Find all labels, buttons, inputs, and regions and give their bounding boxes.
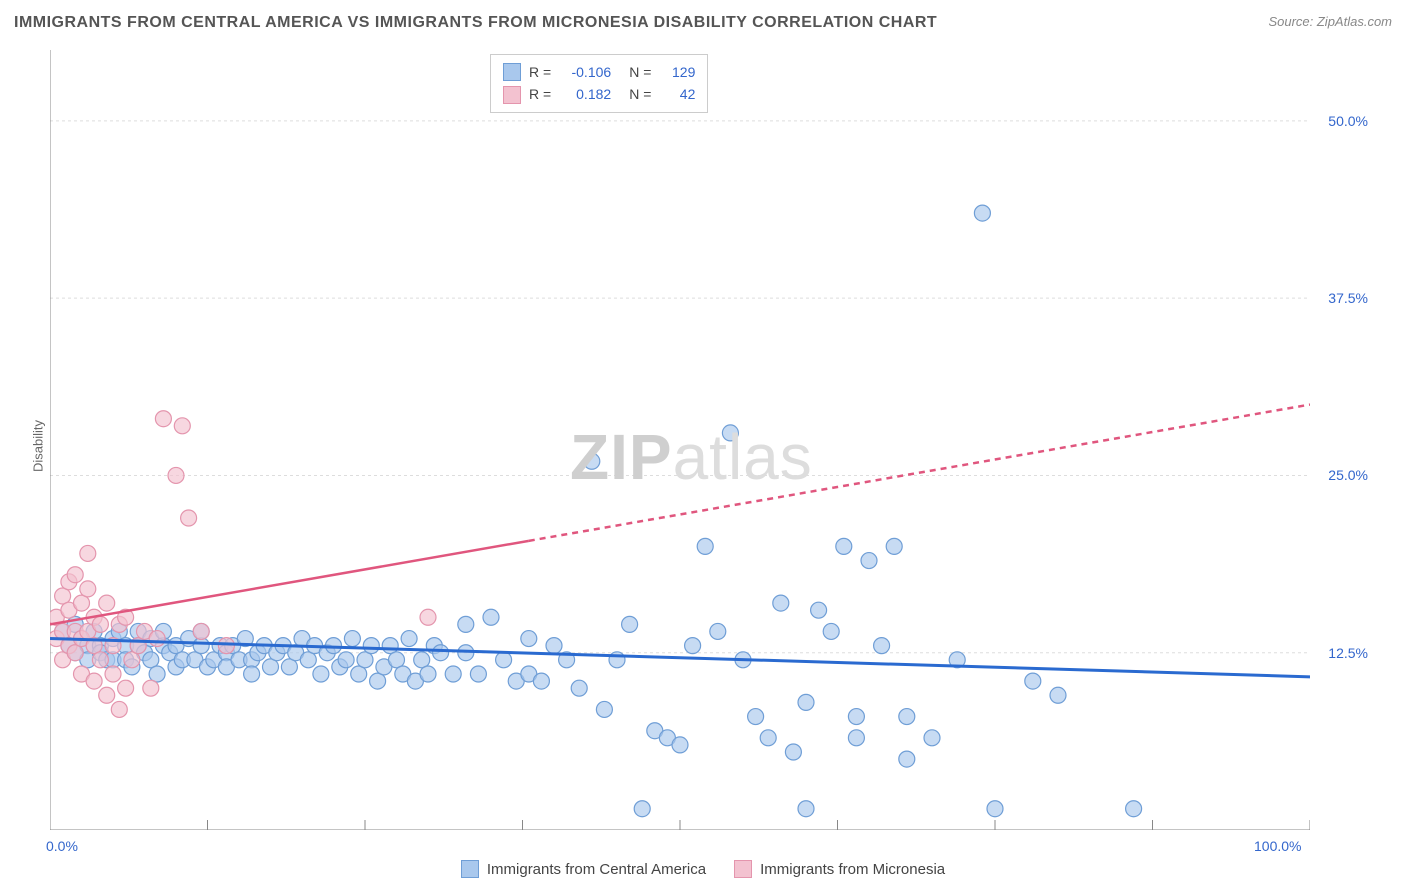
legend-swatch: [503, 86, 521, 104]
n-label: N =: [629, 83, 651, 105]
chart-container: IMMIGRANTS FROM CENTRAL AMERICA VS IMMIG…: [0, 0, 1406, 892]
scatter-plot: [50, 50, 1310, 830]
r-label: R =: [529, 61, 551, 83]
n-label: N =: [629, 61, 651, 83]
legend-swatch: [503, 63, 521, 81]
y-tick-label: 50.0%: [1328, 113, 1368, 129]
chart-title: IMMIGRANTS FROM CENTRAL AMERICA VS IMMIG…: [14, 14, 937, 32]
series-legend: Immigrants from Central America Immigrant…: [0, 860, 1406, 882]
y-tick-label: 12.5%: [1328, 645, 1368, 661]
r-label: R =: [529, 83, 551, 105]
r-value: 0.182: [559, 83, 611, 105]
y-axis-label: Disability: [31, 420, 46, 472]
r-value: -0.106: [559, 61, 611, 83]
chart-area: ZIPatlas R =-0.106N =129R =0.182N =42: [50, 50, 1310, 830]
x-tick-label: 100.0%: [1254, 838, 1301, 854]
legend-label: Immigrants from Central America: [487, 861, 706, 878]
x-tick-label: 0.0%: [46, 838, 78, 854]
y-tick-label: 37.5%: [1328, 290, 1368, 306]
legend-swatch: [461, 860, 479, 878]
source-text: Source: ZipAtlas.com: [1268, 14, 1392, 29]
correlation-legend-row: R = 0.182 N = 42: [503, 83, 695, 105]
correlation-legend-row: R = -0.106 N = 129: [503, 61, 695, 83]
n-value: 129: [659, 61, 695, 83]
y-tick-label: 25.0%: [1328, 467, 1368, 483]
legend-swatch: [734, 860, 752, 878]
correlation-legend: R = -0.106 N = 129 R = 0.182 N = 42: [490, 54, 708, 113]
legend-item: Immigrants from Micronesia: [734, 860, 945, 878]
legend-label: Immigrants from Micronesia: [760, 861, 945, 878]
n-value: 42: [659, 83, 695, 105]
legend-item: Immigrants from Central America: [461, 860, 706, 878]
